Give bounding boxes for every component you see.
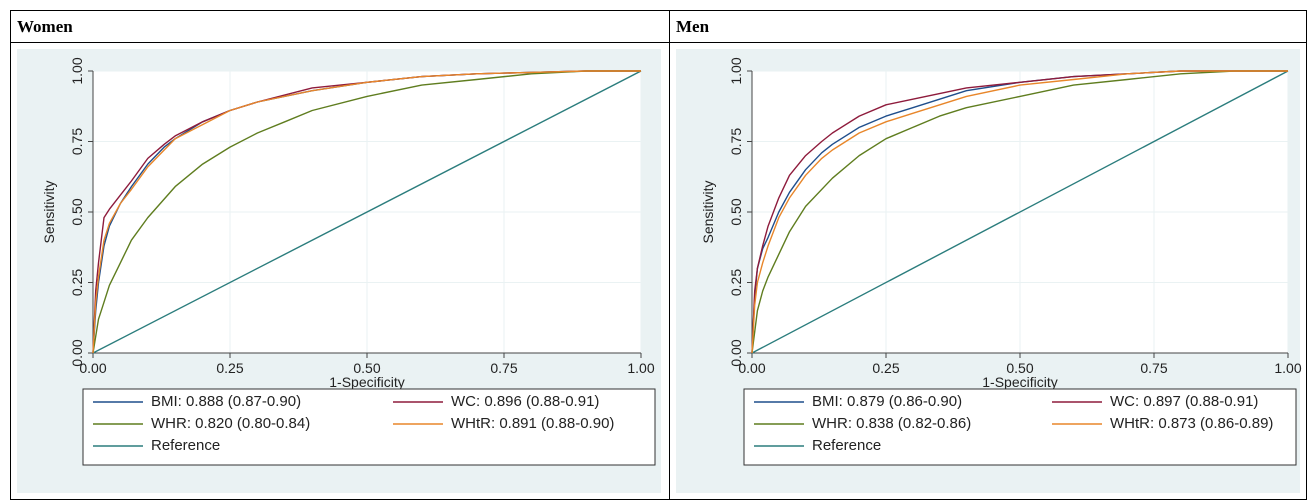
x-tick-label: 0.00 xyxy=(79,360,106,376)
x-tick-label: 0.25 xyxy=(216,360,243,376)
y-axis-label: Sensitivity xyxy=(41,180,57,243)
x-tick-label: 1.00 xyxy=(627,360,654,376)
legend-label: WC: 0.896 (0.88-0.91) xyxy=(451,393,599,410)
legend-label: WHR: 0.838 (0.82-0.86) xyxy=(812,415,971,432)
x-tick-label: 0.75 xyxy=(1140,360,1167,376)
y-tick-label: 0.50 xyxy=(728,198,744,225)
series-line-whtr xyxy=(92,70,641,354)
y-tick-label: 1.00 xyxy=(69,57,85,84)
panel-title: Men xyxy=(676,17,710,36)
series-line-whr xyxy=(751,70,1288,354)
legend-label: WHtR: 0.891 (0.88-0.90) xyxy=(451,415,614,432)
y-tick-label: 0.75 xyxy=(728,128,744,155)
x-axis-label: 1-Specificity xyxy=(329,374,404,390)
legend-label: WHR: 0.820 (0.80-0.84) xyxy=(151,415,310,432)
y-tick-label: 1.00 xyxy=(728,57,744,84)
series-line-reference xyxy=(751,70,1289,354)
y-tick-label: 0.00 xyxy=(728,339,744,366)
y-tick-label: 0.50 xyxy=(69,198,85,225)
legend-label: Reference xyxy=(151,437,220,454)
x-tick-label: 0.50 xyxy=(1006,360,1033,376)
women-panel: Women 0.00 0.00 0.25 0.25 0.50 0.50 0.75 0.75 1.… xyxy=(10,10,670,500)
legend-label: WC: 0.897 (0.88-0.91) xyxy=(1110,393,1258,410)
men-panel: Men 0.00 0.00 0.25 0.25 0.50 0.50 0.75 0.75 1.00… xyxy=(669,10,1307,500)
legend-label: WHtR: 0.873 (0.86-0.89) xyxy=(1110,415,1273,432)
legend-label: BMI: 0.879 (0.86-0.90) xyxy=(812,393,962,410)
legend-box xyxy=(82,388,656,466)
men-roc-chart: 0.000.00 0.25 0.25 0.50 0.50 0.75 0.75 1.00 1.00… xyxy=(676,49,1302,493)
series-line-reference xyxy=(92,70,642,354)
legend-box xyxy=(743,388,1297,466)
x-tick-label: 0.25 xyxy=(872,360,899,376)
series-line-whr xyxy=(92,70,641,354)
y-tick-label: 0.00 xyxy=(69,339,85,366)
legend-label: BMI: 0.888 (0.87-0.90) xyxy=(151,393,301,410)
y-tick-label: 0.75 xyxy=(69,128,85,155)
x-tick-label: 0.50 xyxy=(353,360,380,376)
x-tick-label: 0.75 xyxy=(490,360,517,376)
women-roc-chart: 0.000.00 0.25 0.25 0.50 0.50 0.75 0.75 1.00 1.00… xyxy=(17,49,661,493)
x-axis-label: 1-Specificity xyxy=(982,374,1057,390)
y-tick-label: 0.25 xyxy=(728,269,744,296)
x-tick-label: 0.00 xyxy=(738,360,765,376)
y-tick-label: 0.25 xyxy=(69,269,85,296)
panel-title: Women xyxy=(17,17,73,36)
series-line-whtr xyxy=(751,70,1288,354)
panel-divider xyxy=(11,42,669,43)
panel-divider xyxy=(670,42,1306,43)
x-tick-label: 1.00 xyxy=(1274,360,1301,376)
y-axis-label: Sensitivity xyxy=(700,180,716,243)
legend-label: Reference xyxy=(812,437,881,454)
